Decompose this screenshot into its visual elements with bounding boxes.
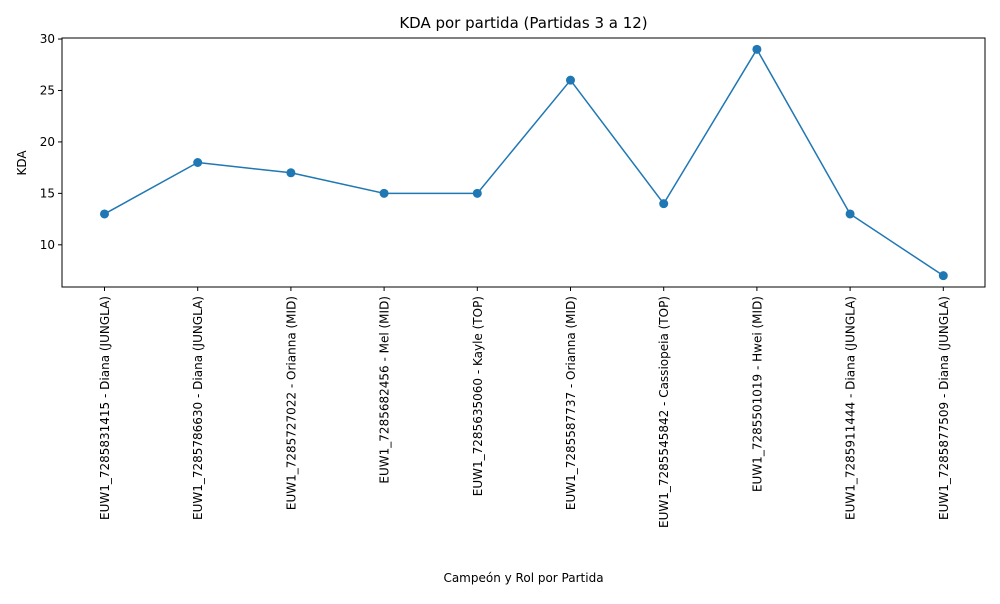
data-point: [845, 209, 855, 219]
y-tick-label: 15: [40, 186, 55, 200]
data-point: [193, 158, 203, 167]
x-tick-label: EUW1_7285501019 - Hwei (MID): [750, 296, 764, 492]
x-axis-label: Campeón y Rol por Partida: [443, 571, 603, 585]
x-axis-ticks: EUW1_7285831415 - Diana (JUNGLA) EUW1_728…: [98, 287, 951, 528]
plot-frame: [61, 37, 986, 288]
x-tick-label: EUW1_7285545842 - Cassiopeia (TOP): [657, 296, 671, 528]
chart-title: KDA por partida (Partidas 3 a 12): [399, 14, 647, 32]
y-axis-label: KDA: [15, 150, 29, 176]
x-tick-label: EUW1_7285877509 - Diana (JUNGLA): [937, 296, 951, 520]
series-line: [104, 48, 944, 277]
data-point: [659, 199, 669, 209]
data-point: [472, 188, 482, 198]
series-layer: [100, 44, 948, 281]
y-tick-label: 20: [40, 135, 55, 149]
y-tick-label: 30: [40, 32, 55, 46]
data-point: [100, 209, 109, 219]
data-point: [752, 44, 762, 54]
x-tick-label: EUW1_7285682456 - Mel (MID): [378, 296, 392, 484]
data-point: [379, 188, 389, 198]
data-point: [286, 168, 296, 178]
x-tick-label: EUW1_7285635060 - Kayle (TOP): [471, 296, 485, 496]
y-tick-label: 10: [40, 238, 55, 252]
x-tick-label: EUW1_7285911444 - Diana (JUNGLA): [844, 296, 858, 520]
x-tick-label: EUW1_7285727022 - Orianna (MID): [284, 296, 298, 510]
y-axis-ticks: 10 15 20 25 30: [40, 32, 62, 252]
x-tick-label: EUW1_7285831415 - Diana (JUNGLA): [98, 296, 112, 520]
data-point: [566, 75, 575, 85]
data-point: [938, 271, 948, 281]
y-tick-label: 25: [40, 83, 55, 97]
x-tick-label: EUW1_7285786630 - Diana (JUNGLA): [191, 296, 205, 520]
x-tick-label: EUW1_7285587737 - Orianna (MID): [564, 296, 578, 510]
